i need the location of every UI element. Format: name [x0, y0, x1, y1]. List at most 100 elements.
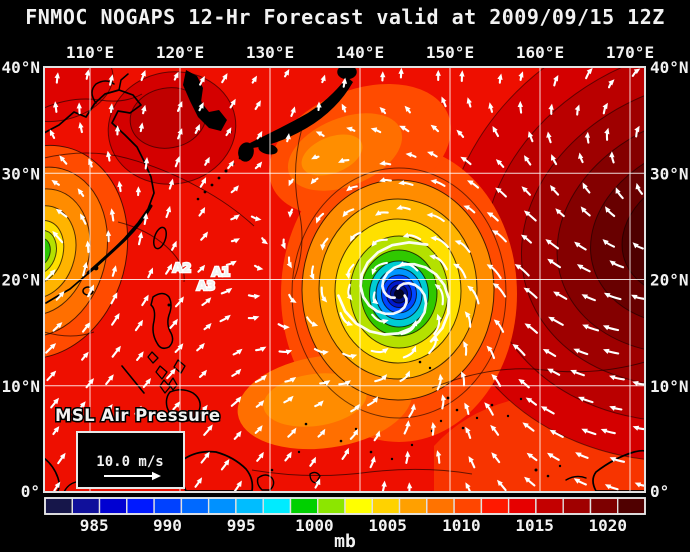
coastline	[168, 377, 178, 391]
wind-arrowhead	[492, 126, 498, 133]
colorbar-cell	[371, 497, 401, 515]
wind-arrowhead	[350, 354, 358, 360]
wind-arrowhead	[80, 213, 86, 220]
wind-arrowhead	[236, 348, 243, 355]
wind-arrowhead	[286, 451, 292, 459]
wind-arrowhead	[346, 320, 354, 326]
island	[153, 226, 167, 250]
longitude-label: 160°E	[516, 43, 564, 62]
wind-arrowhead	[379, 107, 386, 114]
colorbar-cell	[480, 497, 510, 515]
wind-arrowhead	[407, 482, 413, 489]
wind-arrowhead	[410, 403, 416, 410]
wind-arrowhead	[526, 452, 533, 459]
isobar-contour	[44, 152, 255, 227]
colorbar-cell	[71, 497, 101, 515]
wind-arrowhead	[609, 457, 617, 463]
wind-arrowhead	[548, 103, 554, 110]
wind-arrowhead	[553, 75, 559, 82]
wind-legend-box	[76, 431, 185, 489]
wind-arrowhead	[225, 287, 233, 294]
island-dot	[369, 450, 373, 454]
wind-arrowhead	[517, 100, 523, 107]
wind-legend: 10.0 m/s	[76, 431, 185, 489]
island-dot	[167, 303, 171, 307]
latitude-label: 10°N	[650, 377, 689, 396]
wind-arrowhead	[574, 241, 581, 248]
longitude-label: 150°E	[426, 43, 474, 62]
wind-arrowhead	[255, 216, 262, 222]
wind-arrowhead	[576, 264, 584, 270]
colorbar-cell	[426, 497, 455, 515]
wind-arrowhead	[411, 345, 417, 353]
wind-arrowhead	[540, 406, 548, 412]
wind-arrowhead	[342, 210, 349, 218]
wind-arrowhead	[174, 401, 180, 408]
wind-arrowhead	[320, 244, 326, 251]
colorbar-cell	[44, 497, 73, 515]
wind-arrowhead	[431, 422, 437, 429]
wind-arrowhead	[574, 104, 580, 111]
wind-arrowhead	[632, 242, 639, 249]
wind-arrowhead	[609, 260, 616, 266]
island-dot	[506, 414, 510, 418]
wind-arrowhead	[168, 178, 174, 185]
wind-arrowhead	[54, 72, 60, 79]
island	[258, 143, 278, 155]
isobar-ring	[291, 167, 507, 419]
colorbar-cell	[617, 497, 646, 515]
wind-arrowhead	[173, 71, 179, 79]
wind-arrowhead	[461, 371, 467, 378]
island-dot	[428, 366, 432, 370]
island-dot	[410, 443, 414, 447]
wind-arrowhead	[582, 324, 589, 330]
wind-arrowhead	[379, 160, 386, 166]
wind-arrowhead	[380, 71, 386, 78]
wind-arrowhead	[398, 261, 405, 267]
wind-arrowhead	[145, 378, 151, 385]
island-dot	[93, 265, 99, 271]
wind-arrowhead	[136, 405, 142, 413]
colorbar-cell	[235, 497, 264, 515]
wind-arrowhead	[550, 185, 556, 192]
wind-arrowhead	[114, 313, 120, 320]
wind-arrowhead	[465, 482, 471, 489]
wind-arrowhead	[117, 180, 123, 188]
wind-arrowhead	[402, 232, 410, 238]
wind-arrowhead	[524, 155, 530, 162]
storm-marker-a2: A2	[173, 260, 191, 275]
wind-arrowhead	[316, 101, 322, 108]
wind-arrowhead	[491, 452, 498, 459]
wind-arrowhead	[320, 74, 326, 82]
colorbar-frame	[44, 497, 646, 515]
coastline	[309, 471, 321, 484]
wind-arrowhead	[430, 235, 437, 242]
wind-arrowhead	[436, 450, 442, 457]
wind-arrowhead	[467, 180, 474, 186]
wind-arrowhead	[287, 395, 294, 402]
coastline	[63, 481, 77, 492]
island	[238, 142, 254, 162]
coastline	[118, 73, 129, 91]
colorbar-cell	[317, 497, 346, 515]
wind-arrowhead	[78, 122, 84, 129]
wind-arrowhead	[311, 154, 318, 160]
wind-arrowhead	[166, 263, 172, 271]
wind-arrowhead	[310, 178, 317, 185]
wind-arrowhead	[486, 212, 494, 218]
wind-arrowhead	[108, 374, 114, 381]
wind-arrowhead	[460, 156, 467, 163]
wind-arrowhead	[346, 185, 353, 192]
wind-arrowhead	[114, 125, 121, 132]
wind-arrowhead	[310, 456, 316, 464]
longitude-label: 120°E	[156, 43, 204, 62]
wind-arrowhead	[258, 451, 264, 459]
wind-arrowhead	[52, 230, 59, 238]
wind-arrowhead	[346, 126, 353, 132]
wind-arrowhead	[59, 155, 66, 162]
colorbar-tick-label: 1000	[295, 516, 334, 535]
wind-arrowhead	[260, 374, 267, 381]
wind-arrowhead	[341, 77, 348, 84]
wind-arrowhead	[256, 265, 264, 271]
colorbar-tick-label: 1020	[589, 516, 628, 535]
